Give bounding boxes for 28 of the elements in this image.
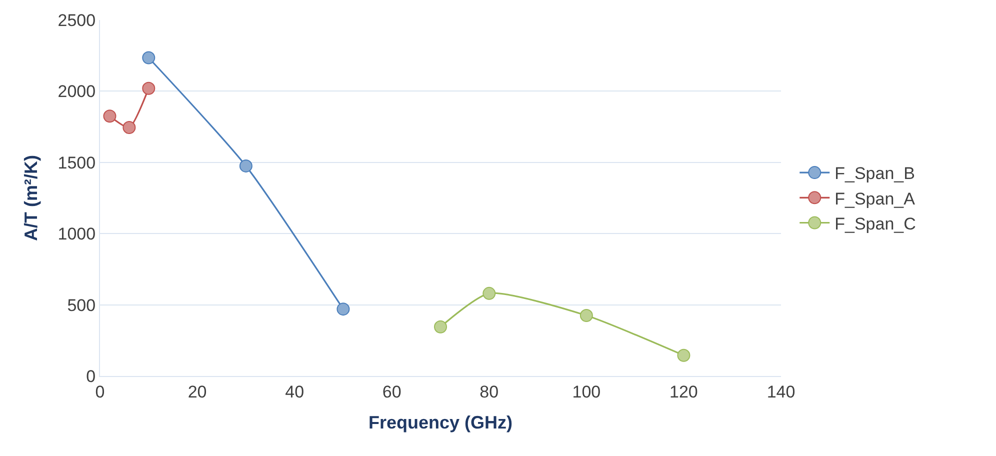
point [482,286,496,300]
x-tick-label: 80 [480,382,499,402]
point [239,159,252,172]
x-tick-label: 140 [766,382,796,402]
x-tick-label: 60 [382,382,402,402]
legend-label: F_Span_A [834,189,916,208]
y-tick-label: 1000 [58,224,96,244]
legend-label: F_Span_C [834,214,916,234]
point [434,320,447,334]
x-tick-label: 100 [572,382,601,402]
x-tick-label: 40 [285,382,304,402]
point [122,121,136,134]
point [580,308,593,322]
x-tick-label: 120 [670,382,698,402]
point [142,51,156,64]
y-tick-label: 0 [86,366,96,386]
point [142,82,156,95]
x-tick-label: 20 [188,382,207,402]
x-axis-title: Frequency (GHz) [368,412,513,432]
point [336,302,350,316]
y-tick-label: 500 [67,296,96,315]
legend-label: F_Span_B [834,164,915,184]
point [103,110,116,123]
y-tick-label: 2500 [58,10,96,30]
y-tick-label: 1500 [58,153,96,172]
y-axis-title: A/T (m²/K) [20,155,41,241]
y-tick-label: 2000 [58,82,96,102]
point [677,348,690,362]
